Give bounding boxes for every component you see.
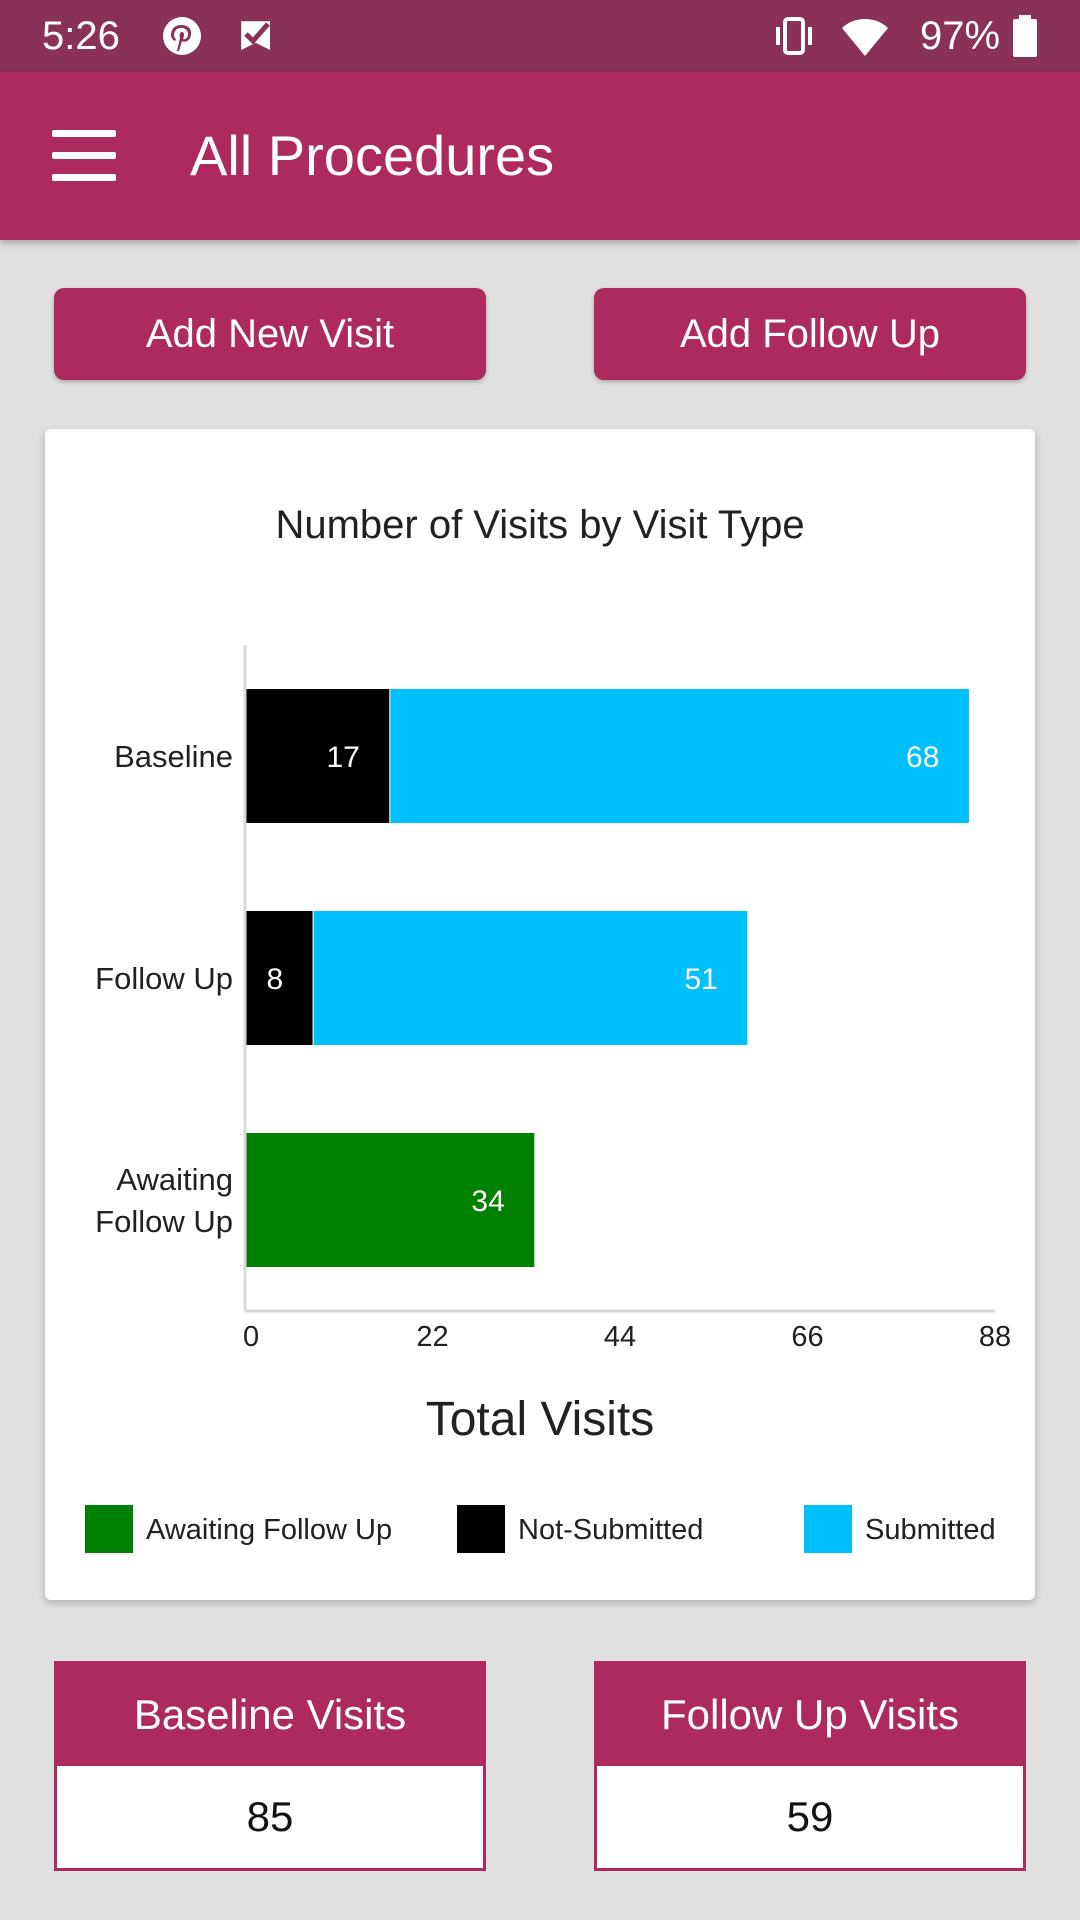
legend-swatch-awaiting-follow-up [85,1505,133,1553]
legend-swatch-submitted [804,1505,852,1553]
checkmark-notification-icon [241,21,270,50]
legend-swatch-not-submitted [457,1505,505,1553]
legend-label-not-submitted: Not-Submitted [518,1514,703,1546]
category-label-baseline: Baseline [114,739,233,774]
app-bar: All Procedures [0,72,1080,240]
chart-bars: 17 68 8 51 34 [244,688,970,1268]
category-label-awaiting-follow-up: Awaiting Follow Up [95,1162,233,1239]
battery-icon [1013,15,1037,57]
chart-title: Number of Visits by Visit Type [275,503,804,547]
add-follow-up-button[interactable]: Add Follow Up [594,288,1026,380]
legend-label-awaiting-follow-up: Awaiting Follow Up [146,1514,392,1546]
legend-item-awaiting-follow-up[interactable]: Awaiting Follow Up [85,1505,392,1553]
data-label-baseline-not-submitted: 17 [327,741,360,774]
x-tick-label-66: 66 [791,1321,823,1353]
x-tick-label-44: 44 [604,1321,636,1353]
legend-item-not-submitted[interactable]: Not-Submitted [457,1505,703,1553]
x-tick-label-88: 88 [979,1321,1011,1353]
x-tick-label-0: 0 [243,1321,259,1353]
baseline-visits-label: Baseline Visits [57,1664,483,1766]
status-time: 5:26 [42,14,120,58]
baseline-visits-summary: Baseline Visits 85 [54,1661,486,1871]
add-new-visit-button[interactable]: Add New Visit [54,288,486,380]
pinterest-icon [163,17,201,55]
data-label-baseline-submitted: 68 [906,741,939,774]
baseline-visits-count: 85 [246,1793,294,1840]
visits-chart-card: Number of Visits by Visit Type 17 68 8 51 34… [45,429,1035,1600]
page-title: All Procedures [190,124,555,187]
legend-label-submitted: Submitted [865,1514,996,1546]
bar-awaiting-follow-up-awaiting-follow-up [244,1132,536,1268]
x-tick-label-22: 22 [416,1321,448,1353]
visits-by-type-chart: Number of Visits by Visit Type 17 68 8 51 34… [85,503,1011,1553]
wifi-icon [842,19,888,56]
status-bar: 5:26 97% [0,0,1080,72]
battery-percentage: 97% [920,14,1001,58]
follow-up-visits-label: Follow Up Visits [597,1664,1023,1766]
bar-baseline-not-submitted [244,688,391,824]
follow-up-visits-count: 59 [786,1793,834,1840]
category-label-follow-up: Follow Up [95,961,233,996]
data-label-awaiting-follow-up-awaiting-follow-up: 34 [471,1185,504,1218]
bar-follow-up-submitted [312,910,749,1046]
hamburger-menu-icon[interactable] [40,122,120,192]
vibrate-icon [776,17,812,55]
legend-item-submitted[interactable]: Submitted [804,1505,996,1553]
data-label-follow-up-not-submitted: 8 [266,963,283,996]
follow-up-visits-summary: Follow Up Visits 59 [594,1661,1026,1871]
bar-baseline-submitted [389,688,970,824]
chart-tick-labels: 0 22 44 66 88 [243,1321,1011,1353]
chart-legend: Awaiting Follow Up Not-Submitted Submitted [85,1505,996,1553]
chart-category-labels: Baseline Follow Up Awaiting Follow Up [95,739,233,1239]
chart-x-axis-title: Total Visits [426,1393,655,1446]
data-label-follow-up-submitted: 51 [684,963,717,996]
